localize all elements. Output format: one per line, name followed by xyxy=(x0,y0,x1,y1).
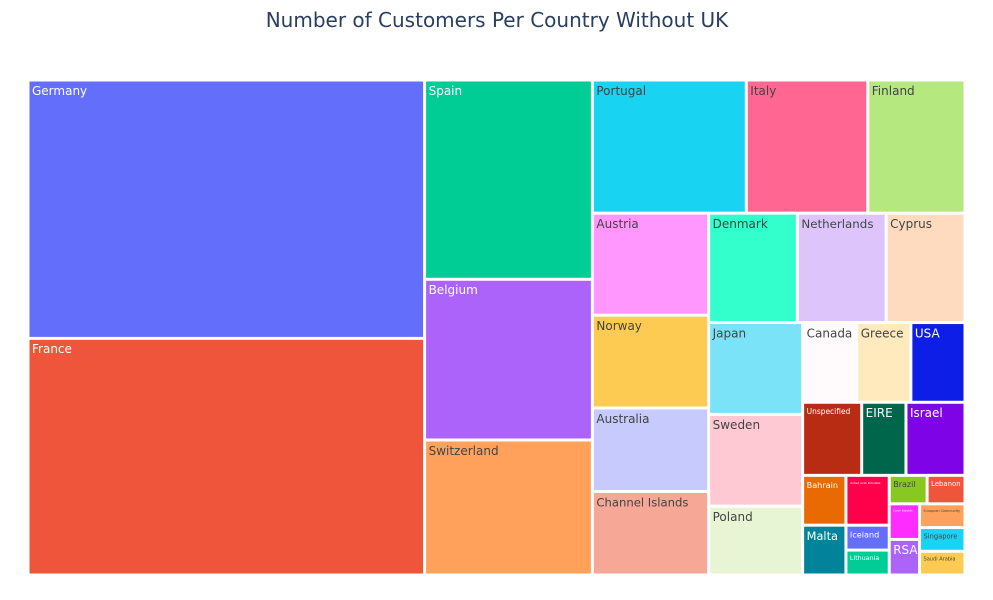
tile-label: United Arab Emirates xyxy=(850,481,881,485)
tile xyxy=(912,324,964,401)
tile xyxy=(847,551,888,574)
tile xyxy=(928,476,964,503)
tile-label: Bahrain xyxy=(807,480,838,490)
tile xyxy=(804,403,861,474)
tile xyxy=(804,324,856,401)
tile xyxy=(907,403,964,474)
tile xyxy=(710,415,802,505)
tile-label: Spain xyxy=(429,84,463,98)
tile-label: Austria xyxy=(596,217,638,231)
tile-label: France xyxy=(32,342,72,356)
tile-label: Singapore xyxy=(924,532,958,540)
tile-label: Saudi Arabia xyxy=(924,556,956,562)
tile xyxy=(921,505,964,527)
tile xyxy=(593,214,708,314)
tile xyxy=(593,316,708,407)
tile-label: Malta xyxy=(807,529,838,543)
tile xyxy=(426,280,591,439)
tile-label: RSA xyxy=(893,543,918,557)
tile xyxy=(804,526,845,574)
tile xyxy=(804,476,845,524)
tile xyxy=(847,526,888,549)
tile-label: Cyprus xyxy=(890,217,932,231)
tile-label: USA xyxy=(915,326,941,340)
tile-label: Portugal xyxy=(596,84,646,98)
tile-label: EIRE xyxy=(866,406,893,420)
tile xyxy=(426,441,591,574)
tile-label: Poland xyxy=(713,510,753,524)
tile xyxy=(426,81,591,278)
tile-label: Brazil xyxy=(893,480,915,489)
tile-label: Germany xyxy=(32,84,87,98)
tile xyxy=(798,214,885,322)
tile xyxy=(921,529,964,550)
tile-label: Netherlands xyxy=(801,217,873,231)
tile xyxy=(29,81,424,337)
tile-label: Lebanon xyxy=(931,480,960,488)
tile xyxy=(29,339,424,574)
tile xyxy=(858,324,910,401)
tile-label: Lithuania xyxy=(850,555,879,562)
tile-label: Czech Republic xyxy=(893,508,913,512)
tile xyxy=(710,214,796,322)
tile xyxy=(869,81,964,212)
chart-title: Number of Customers Per Country Without … xyxy=(266,8,729,32)
tile-label: Sweden xyxy=(713,418,760,432)
tile xyxy=(847,476,888,524)
tile-label: Finland xyxy=(872,84,915,98)
tile-label: Iceland xyxy=(850,530,879,540)
tile-label: Italy xyxy=(750,84,776,98)
tile xyxy=(710,507,802,574)
tile xyxy=(921,552,964,574)
tile xyxy=(890,540,919,574)
tile-label: Greece xyxy=(861,326,904,340)
tile xyxy=(710,324,802,413)
tile-label: European Community xyxy=(924,509,961,513)
tile xyxy=(593,409,708,490)
tile xyxy=(887,214,964,322)
tile-label: Israel xyxy=(910,406,943,420)
tile xyxy=(747,81,867,212)
tile-label: Belgium xyxy=(429,283,478,297)
tile-label: Norway xyxy=(596,319,642,333)
tile xyxy=(890,476,926,503)
tile xyxy=(863,403,905,474)
tile-label: Australia xyxy=(596,412,649,426)
tile-label: Denmark xyxy=(713,217,768,231)
tile-label: Channel Islands xyxy=(596,495,688,509)
tile xyxy=(890,505,919,538)
tile-label: Switzerland xyxy=(429,444,499,458)
tile xyxy=(593,81,745,212)
tile-label: Unspecified xyxy=(807,407,851,416)
tile xyxy=(593,492,708,574)
tile-label: Canada xyxy=(807,326,853,340)
tile-label: Japan xyxy=(712,326,746,340)
